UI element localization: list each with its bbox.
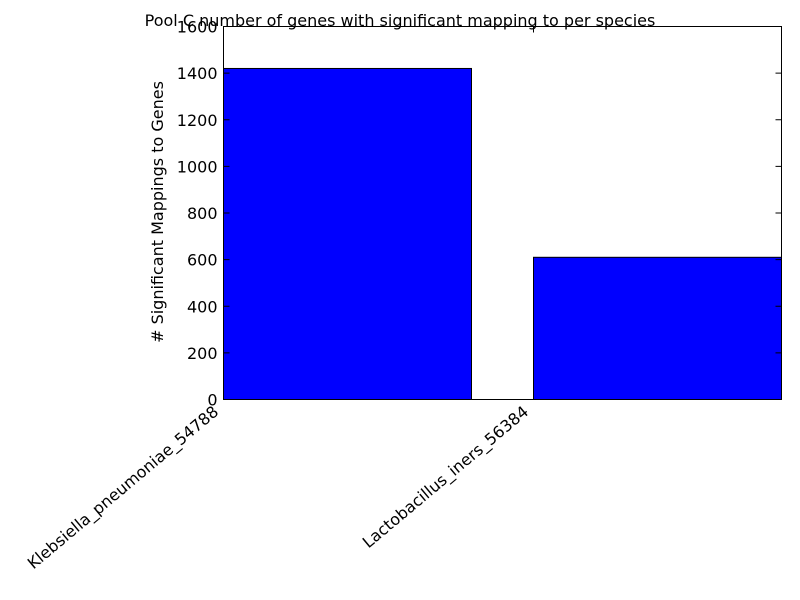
bars-group <box>223 67 782 401</box>
y-tick-label: 1200 <box>177 111 218 130</box>
y-axis-label: # Significant Mappings to Genes <box>148 81 167 343</box>
bar-0 <box>223 67 472 401</box>
y-tick-label: 1600 <box>177 18 218 37</box>
y-tick-label: 800 <box>187 204 218 223</box>
bar-1 <box>533 256 782 401</box>
y-tick-label: 0 <box>207 391 217 410</box>
x-tick-label: Klebsiella_pneumoniae_54788 <box>24 402 223 574</box>
y-tick-label: 1400 <box>177 64 218 83</box>
y-tick-label: 600 <box>187 251 218 270</box>
y-tick-label: 1000 <box>177 157 218 176</box>
y-tick-label: 200 <box>187 344 218 363</box>
plot-frame <box>223 26 782 400</box>
chart-title: Pool C number of genes with significant … <box>145 11 656 30</box>
y-ticks-group: 0 200 400 600 800 1000 1200 1400 1600 <box>177 18 782 410</box>
x-tick-label: Lactobacillus_iners_56384 <box>359 402 533 553</box>
y-tick-label: 400 <box>187 297 218 316</box>
